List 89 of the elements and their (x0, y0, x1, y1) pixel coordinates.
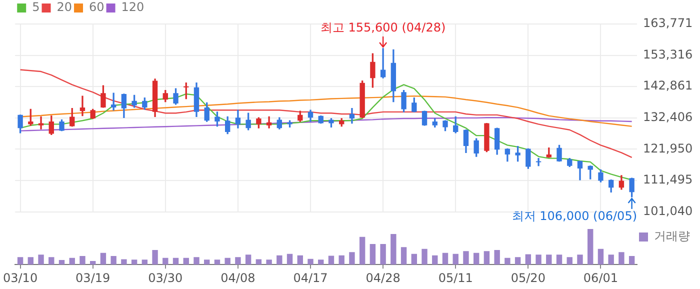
bar (110, 256, 116, 265)
bar (235, 257, 241, 265)
bar (58, 260, 65, 265)
x-tick-label: 03/30 (148, 270, 183, 285)
y-tick-label: 121,950 (643, 141, 693, 156)
bar (328, 256, 334, 265)
bar (90, 261, 96, 265)
candlestick (536, 158, 542, 166)
x-tick-label: 04/08 (220, 270, 256, 285)
x-tick-label: 03/19 (76, 270, 110, 285)
bar (390, 234, 396, 265)
legend-label: 120 (121, 0, 144, 14)
candlestick (266, 116, 272, 128)
bar (588, 229, 594, 265)
legend-label: 거래량 (654, 229, 690, 244)
bar (514, 257, 521, 265)
bar (297, 255, 303, 265)
legend-label: 20 (56, 0, 72, 14)
x-tick-label: 04/17 (293, 270, 328, 285)
bar (432, 255, 438, 265)
legend-label: 5 (32, 0, 40, 14)
bar (546, 254, 552, 265)
bar (204, 260, 210, 265)
bar (359, 236, 366, 265)
bar (400, 247, 407, 265)
candlestick (380, 48, 386, 78)
bar (411, 254, 418, 265)
x-tick-label: 06/01 (583, 270, 618, 285)
bar (28, 257, 34, 265)
bar (628, 256, 635, 265)
legend-label: 60 (89, 0, 104, 14)
bar (69, 258, 75, 265)
bar (80, 256, 86, 265)
bar (463, 251, 469, 265)
bar (525, 254, 532, 265)
bar (194, 257, 200, 265)
bar (100, 252, 106, 265)
bar (38, 254, 44, 265)
y-tick-label: 132,406 (643, 110, 693, 124)
bar (183, 258, 189, 265)
bar (556, 254, 562, 265)
annotation: 최고 155,600 (04/28) (320, 20, 446, 35)
x-tick-label: 03/10 (2, 270, 38, 285)
bar (48, 257, 54, 265)
x-tick-label: 05/20 (510, 270, 546, 285)
annotation: 최저 106,000 (06/05) (512, 209, 638, 224)
candlestick (80, 96, 86, 116)
bar (308, 258, 314, 265)
bar (422, 248, 428, 265)
bar (152, 250, 158, 265)
bar (245, 254, 252, 265)
y-tick-label: 101,040 (643, 204, 693, 218)
bar (142, 260, 148, 265)
bar (214, 260, 220, 265)
bar (442, 252, 448, 265)
bar (276, 255, 282, 265)
bar (494, 250, 500, 265)
bar (349, 252, 355, 265)
bar (566, 257, 572, 265)
x-tick-label: 04/28 (366, 270, 400, 285)
bar (598, 248, 604, 265)
bar (473, 252, 480, 265)
bar (286, 254, 293, 265)
candlestick (38, 116, 44, 130)
bar (224, 258, 230, 265)
bar (256, 259, 262, 265)
bar (504, 258, 510, 265)
bar (452, 254, 458, 265)
candlestick (110, 92, 116, 110)
y-tick-label: 142,861 (643, 78, 693, 93)
bar (608, 254, 614, 265)
bar (172, 258, 179, 265)
bar (380, 244, 386, 265)
bar (121, 259, 127, 265)
bar (370, 244, 376, 265)
bar (577, 254, 583, 265)
bar (318, 260, 324, 265)
bar (266, 260, 272, 265)
bar (338, 255, 344, 265)
y-tick-label: 153,316 (643, 47, 693, 62)
y-tick-label: 111,495 (643, 172, 693, 187)
bar (17, 257, 24, 265)
bar (162, 258, 168, 265)
bar (131, 260, 138, 265)
bar (536, 254, 542, 265)
bar (618, 252, 624, 265)
x-tick-label: 05/11 (438, 270, 473, 285)
bar (484, 251, 490, 265)
y-tick-label: 163,771 (643, 16, 693, 30)
